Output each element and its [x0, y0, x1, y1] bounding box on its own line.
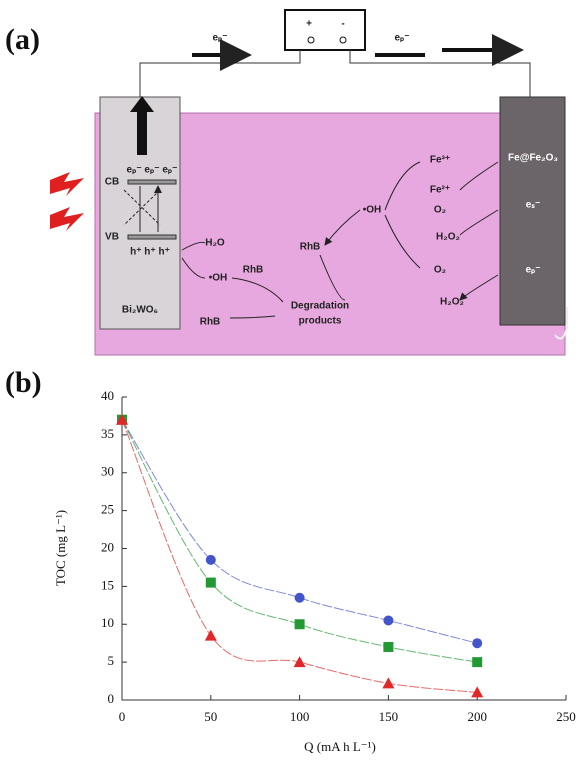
arrow-head: [130, 96, 154, 112]
diagram-labels: eₚ⁻ + - eₚ⁻ CB eₚ⁻ eₚ⁻ eₚ⁻ VB h⁺ h⁺ h⁺ Bi₂WO₆ H₂O…: [105, 19, 559, 328]
cathode: [499, 96, 566, 326]
x-tick-label: 0: [119, 709, 126, 724]
marker: [383, 641, 394, 652]
marker: [294, 592, 305, 603]
marker: [294, 619, 305, 630]
panel-label: (a): [5, 23, 40, 56]
x-tick-label: 50: [204, 709, 217, 724]
y-axis-title: TOC (mg L⁻¹): [53, 510, 68, 586]
marker: [293, 656, 306, 668]
arrow: [375, 50, 520, 55]
terminal: [339, 36, 347, 44]
plot: 0 5 10 15 20 25 30 35 40 0 50 100 150 200 250: [101, 388, 576, 724]
arrow: [181, 209, 361, 319]
diagram-label: eₚ⁻: [212, 33, 227, 44]
marker: [471, 686, 484, 698]
panel-label: (b): [5, 366, 42, 399]
diagram-label: products: [299, 316, 342, 327]
x-tick-label: 100: [290, 709, 310, 724]
marker: [472, 657, 483, 668]
y-tick-label: 5: [108, 653, 115, 668]
diagram-label: eₛ⁻: [526, 200, 541, 211]
diagram-label: VB: [105, 232, 119, 243]
diagram-label: eₚ⁻ eₚ⁻ eₚ⁻: [127, 165, 178, 176]
y-tick-label: 10: [101, 615, 114, 630]
diagram-label: CB: [105, 177, 119, 188]
diagram-label: H₂O₂: [436, 232, 460, 243]
x-tick-label: 250: [556, 709, 576, 724]
x-tick-label: 200: [467, 709, 487, 724]
diagram-label: H₂O₂: [440, 297, 464, 308]
diagram-label: -: [341, 19, 344, 30]
diagram-label: H₂O: [205, 238, 225, 249]
diagram-label: RhB: [243, 265, 264, 276]
marker: [116, 413, 128, 425]
diagram-label: Fe²⁺: [430, 185, 450, 196]
diagram-label: •OH: [209, 273, 228, 284]
y-tick-label: 20: [101, 539, 114, 554]
y-tick-label: 15: [101, 577, 114, 592]
vb-band: [127, 234, 177, 240]
terminal: [307, 36, 315, 44]
marker: [205, 577, 216, 588]
light: [50, 172, 84, 231]
axes: [121, 397, 566, 701]
diagram-label: O₂: [434, 265, 446, 276]
diagram-label: Degradation: [291, 301, 349, 312]
marker: [204, 629, 217, 641]
x-axis-title: Q (mA h L⁻¹): [304, 739, 376, 754]
diagram-label: RhB: [200, 317, 221, 328]
y-tick-label: 25: [101, 502, 114, 517]
wire: [139, 50, 531, 97]
diagram-label: Bi₂WO₆: [122, 305, 158, 316]
diagram-label: +: [306, 19, 312, 30]
diagram-label: •OH: [363, 205, 382, 216]
diagram-label: eₚ⁻: [394, 33, 409, 44]
diagram-label: eₚ⁻: [525, 265, 540, 276]
y-tick-label: 40: [101, 388, 114, 403]
diagram-label: RhB: [300, 242, 321, 253]
marker: [205, 554, 216, 565]
series-line: [121, 419, 478, 644]
power-supply: [284, 9, 366, 51]
diagram-label: h⁺ h⁺ h⁺: [130, 247, 170, 258]
marker: [382, 677, 395, 689]
y-tick-label: 30: [101, 464, 114, 479]
cb-band: [127, 179, 177, 185]
diagram-label: Fe³⁺: [430, 155, 450, 166]
gas-outlet: [554, 307, 568, 340]
marker: [472, 638, 483, 649]
series-line: [121, 419, 478, 693]
y-tick-label: 35: [101, 426, 114, 441]
recombination: [123, 189, 161, 226]
marker: [383, 615, 394, 626]
x-tick-label: 150: [379, 709, 399, 724]
arrow: [384, 161, 499, 300]
series-line: [121, 419, 478, 663]
diagram-label: Fe@Fe₂O₃: [508, 153, 558, 164]
y-tick-label: 0: [108, 691, 115, 706]
diagram-label: O₂: [434, 205, 446, 216]
